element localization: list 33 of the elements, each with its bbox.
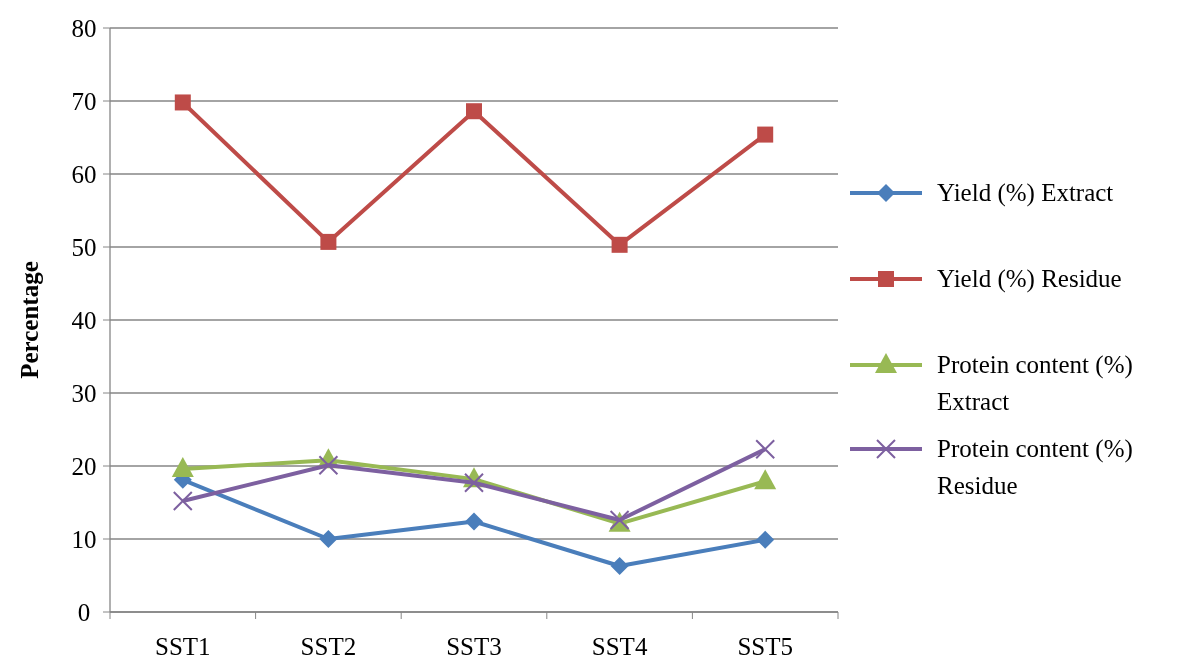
y-tick-label: 10 — [71, 525, 97, 553]
point — [465, 512, 483, 531]
legend-label: Protein content (%) Residue — [937, 435, 1133, 499]
legend-label: Yield (%) Extract — [937, 179, 1114, 207]
point — [172, 491, 193, 512]
legend-label: Protein content (%) Extract — [937, 351, 1133, 415]
legend-label: Yield (%) Residue — [937, 265, 1122, 293]
x-tick-label: SST5 — [737, 633, 793, 660]
x-tick-label: SST3 — [446, 633, 502, 660]
y-tick-label: 60 — [71, 160, 97, 188]
y-axis-title: Percentage — [16, 261, 43, 379]
point — [610, 557, 629, 576]
point — [464, 472, 484, 493]
y-tick-label: 40 — [71, 306, 97, 334]
y-tick-label: 80 — [71, 14, 97, 42]
point — [757, 126, 774, 143]
point — [755, 439, 776, 460]
point — [174, 94, 191, 111]
point — [318, 455, 339, 476]
x-tick-label: SST2 — [300, 633, 357, 660]
x-tick-label: SST4 — [591, 633, 648, 660]
y-tick-label: 30 — [71, 379, 97, 407]
point — [754, 469, 777, 490]
point — [756, 530, 775, 549]
point — [611, 236, 628, 253]
y-tick-label: 0 — [77, 598, 91, 626]
x-tick-label: SST1 — [155, 633, 211, 660]
y-tick-label: 20 — [71, 452, 97, 480]
point — [466, 103, 482, 120]
point — [319, 530, 338, 548]
y-tick-label: 70 — [71, 87, 97, 115]
y-tick-label: 50 — [71, 233, 97, 261]
point — [320, 233, 337, 250]
